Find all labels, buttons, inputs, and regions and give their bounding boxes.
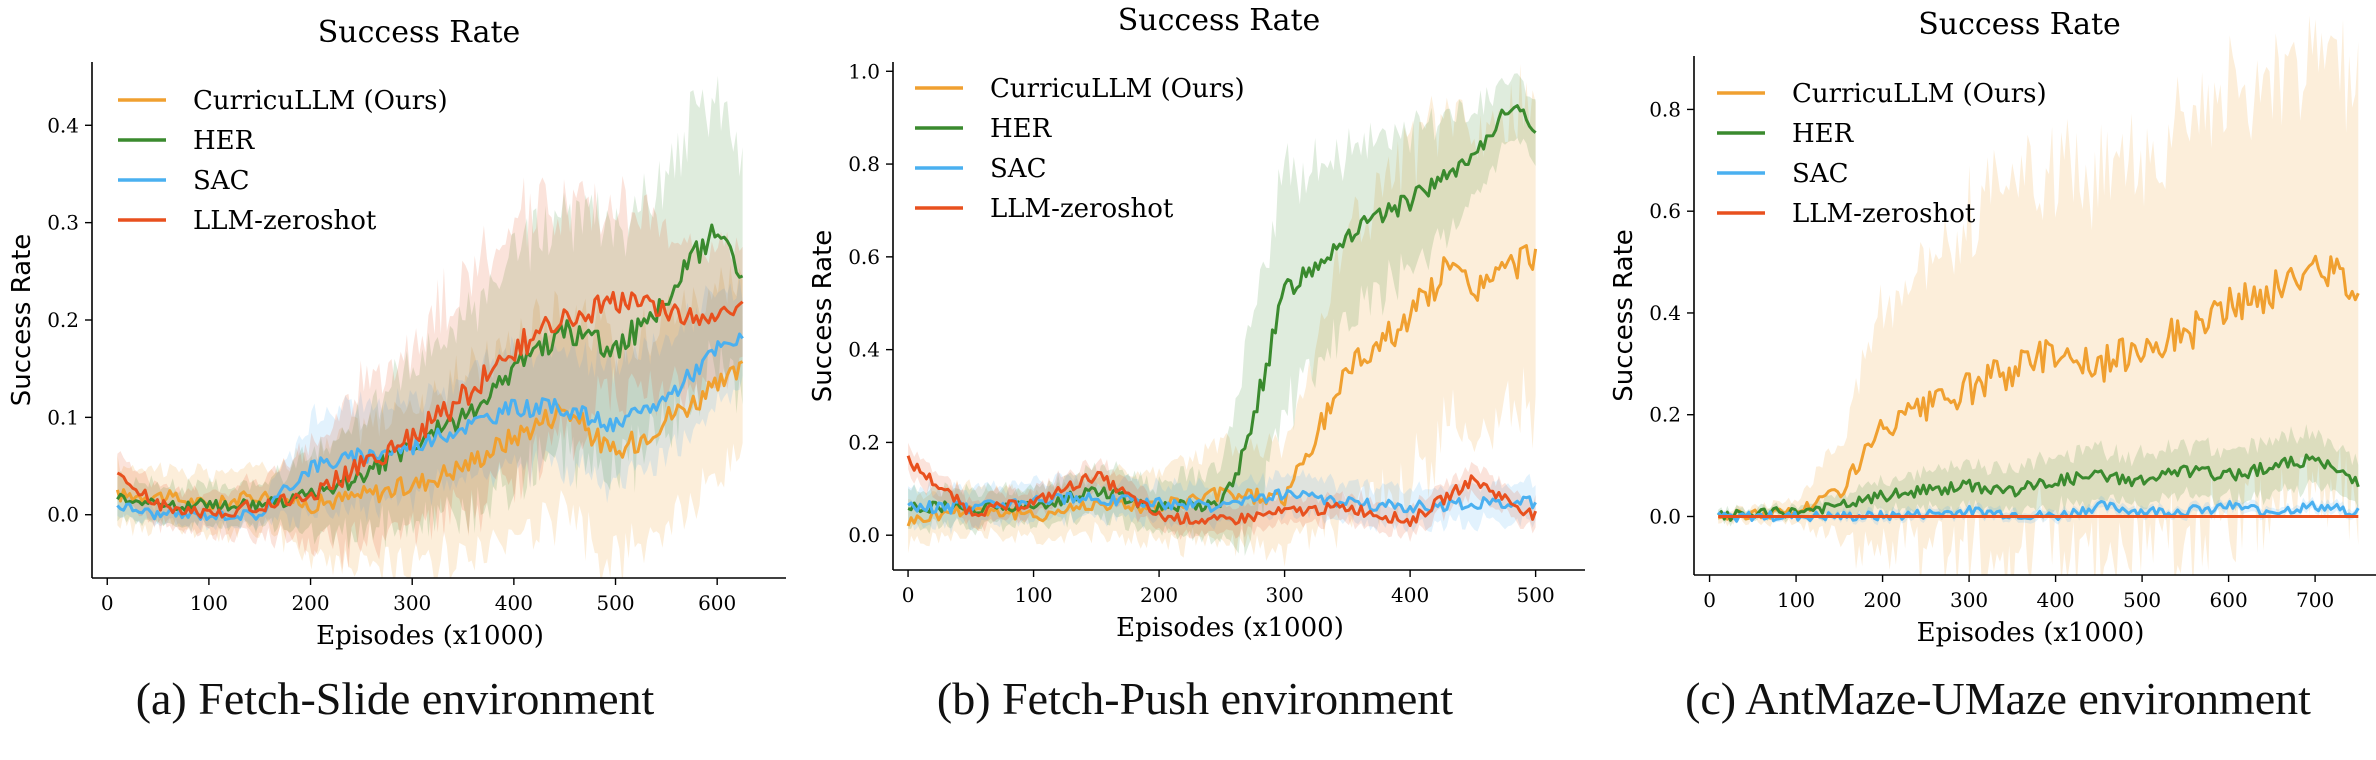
y-axis-label: Success Rate (1609, 229, 1639, 402)
x-tick-label: 300 (1950, 588, 1988, 612)
x-tick-label: 400 (2036, 588, 2074, 612)
x-tick-label: 600 (698, 591, 736, 615)
y-tick-label: 0.8 (848, 152, 880, 176)
legend-label-her: HER (1792, 119, 1855, 149)
legend-label-her: HER (193, 126, 256, 156)
x-tick-label: 100 (1777, 588, 1815, 612)
x-tick-label: 500 (596, 591, 634, 615)
x-tick-label: 100 (190, 591, 228, 615)
legend: CurricuLLM (Ours) HER SAC LLM-zeroshot (118, 86, 448, 236)
y-tick-label: 0.0 (1649, 504, 1681, 528)
x-tick-label: 200 (291, 591, 329, 615)
line-layer (906, 104, 1538, 528)
y-tick-label: 0.2 (1649, 403, 1681, 427)
x-axis-label: Episodes (x1000) (1917, 618, 2145, 648)
legend: CurricuLLM (Ours) HER SAC LLM-zeroshot (1717, 79, 2047, 229)
x-tick-label: 700 (2296, 588, 2334, 612)
band-layer (1718, 16, 2359, 575)
x-tick-label: 300 (1266, 583, 1304, 607)
x-tick-label: 0 (902, 583, 915, 607)
legend-label-sac: SAC (193, 166, 249, 196)
plot-area (906, 64, 1538, 567)
y-tick-label: 0.3 (47, 211, 79, 235)
x-axis-label: Episodes (x1000) (1116, 613, 1344, 643)
y-tick-label: 0.0 (848, 523, 880, 547)
chart-title: Success Rate (1118, 3, 1321, 38)
y-axis-label: Success Rate (808, 230, 838, 403)
legend-label-curricullm: CurricuLLM (Ours) (1792, 79, 2047, 109)
x-tick-label: 500 (2123, 588, 2161, 612)
series-line-sac (1717, 500, 2360, 523)
line-layer (1717, 254, 2360, 523)
x-tick-label: 0 (1703, 588, 1716, 612)
y-tick-label: 0.2 (848, 430, 880, 454)
band-curricullm (1718, 16, 2359, 575)
series-line-her (1717, 453, 2360, 522)
series-line-llm-zeroshot (906, 455, 1538, 528)
series-line-curricullm (115, 360, 744, 515)
y-tick-label: 0.1 (47, 405, 79, 429)
y-tick-label: 1.0 (848, 59, 880, 83)
x-tick-label: 100 (1014, 583, 1052, 607)
legend-label-llm-zeroshot: LLM-zeroshot (1792, 199, 1976, 229)
band-her (908, 73, 1536, 556)
y-tick-label: 0.6 (1649, 199, 1681, 223)
x-tick-label: 200 (1863, 588, 1901, 612)
caption-b: (b) Fetch-Push environment (936, 673, 1454, 724)
y-axis-label: Success Rate (7, 234, 37, 407)
x-tick-label: 500 (1517, 583, 1555, 607)
series-line-her (907, 104, 1537, 515)
legend-label-sac: SAC (990, 154, 1046, 184)
band-her (1718, 424, 2359, 527)
line-layer (115, 223, 744, 522)
plot-area (115, 75, 744, 578)
legend-label-llm-zeroshot: LLM-zeroshot (990, 194, 1174, 224)
band-curricullm (908, 64, 1536, 567)
series-line-llm-zeroshot (116, 290, 744, 519)
band-sac (117, 278, 743, 531)
chart-title: Success Rate (318, 15, 521, 50)
chart-panel-1: 0 100 200 300 400 500 600 0.0 0.1 0.2 0.3 0.4 Succes… (7, 15, 786, 651)
chart-panel-2: 0 100 200 300 400 500 0.0 0.2 0.4 0.6 0.8 1.0 Succes… (808, 3, 1585, 643)
caption-c: (c) AntMaze-UMaze environment (1685, 673, 2311, 724)
legend-label-her: HER (990, 114, 1053, 144)
legend-label-curricullm: CurricuLLM (Ours) (193, 86, 448, 116)
legend: CurricuLLM (Ours) HER SAC LLM-zeroshot (915, 74, 1245, 224)
chart-title: Success Rate (1918, 7, 2121, 42)
x-tick-label: 400 (495, 591, 533, 615)
x-tick-label: 0 (101, 591, 114, 615)
series-line-sac (116, 332, 744, 522)
series-line-her (116, 223, 744, 513)
y-tick-label: 0.8 (1649, 97, 1681, 121)
x-tick-label: 600 (2210, 588, 2248, 612)
caption-a: (a) Fetch-Slide environment (135, 673, 655, 724)
x-tick-label: 300 (393, 591, 431, 615)
legend-label-curricullm: CurricuLLM (Ours) (990, 74, 1245, 104)
y-tick-label: 0.6 (848, 245, 880, 269)
plot-area (1717, 16, 2360, 575)
y-tick-label: 0.4 (848, 338, 880, 362)
series-line-curricullm (1717, 254, 2360, 521)
chart-panel-3: 0 100 200 300 400 500 600 700 0.0 0.2 0.4 0.6 0.8 Suc… (1609, 7, 2376, 648)
x-tick-label: 400 (1391, 583, 1429, 607)
legend-label-sac: SAC (1792, 159, 1848, 189)
legend-label-llm-zeroshot: LLM-zeroshot (193, 206, 377, 236)
x-axis-label: Episodes (x1000) (316, 621, 544, 651)
y-tick-label: 0.4 (1649, 301, 1681, 325)
y-tick-label: 0.0 (47, 503, 79, 527)
y-tick-label: 0.4 (47, 113, 79, 137)
band-her (117, 75, 743, 550)
y-tick-label: 0.2 (47, 308, 79, 332)
band-llm-zeroshot (117, 175, 743, 570)
x-tick-label: 200 (1140, 583, 1178, 607)
